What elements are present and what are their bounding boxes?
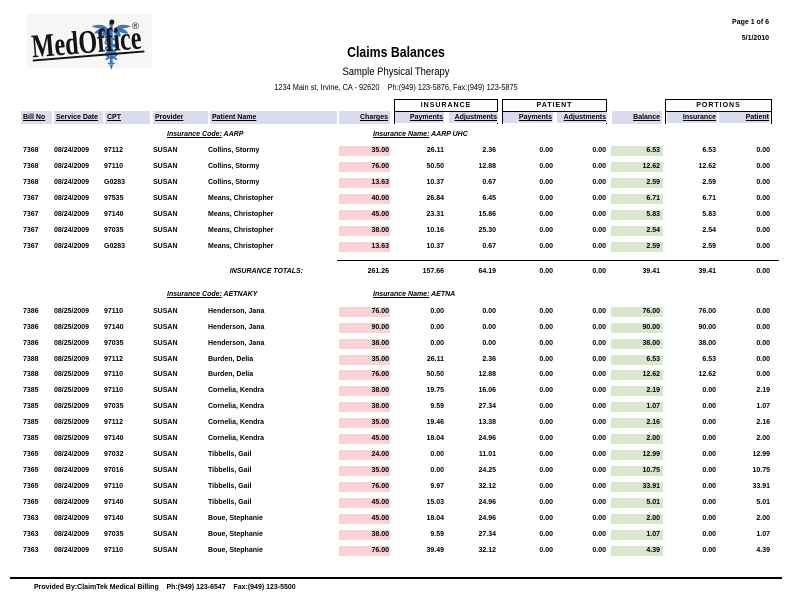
svg-text:®: ®	[132, 21, 139, 32]
svg-text:MedOffice: MedOffice	[30, 20, 143, 65]
